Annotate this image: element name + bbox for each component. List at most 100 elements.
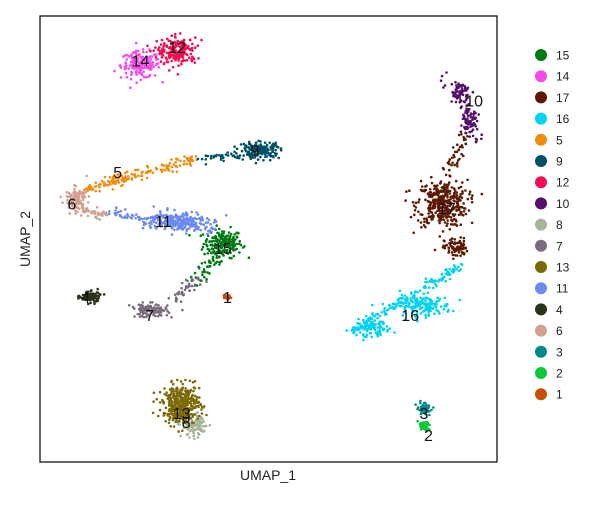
point-cluster-15 [221, 243, 225, 247]
cluster-label-6: 6 [68, 196, 77, 213]
point-cluster-17 [419, 213, 423, 216]
point-cluster-11 [123, 208, 127, 211]
point-cluster-13 [172, 414, 176, 418]
point-cluster-6 [90, 210, 94, 213]
point-cluster-16 [406, 299, 409, 303]
point-cluster-13 [174, 403, 178, 406]
point-cluster-12 [155, 39, 158, 43]
point-cluster-17 [447, 251, 450, 254]
point-cluster-16 [432, 286, 435, 290]
point-cluster-15 [201, 245, 205, 249]
point-cluster-15 [229, 240, 232, 244]
point-cluster-11 [204, 226, 207, 229]
point-cluster-13 [184, 396, 187, 399]
point-cluster-13 [179, 380, 183, 383]
point-cluster-5 [108, 176, 112, 179]
point-cluster-5 [170, 158, 173, 161]
point-cluster-11 [114, 209, 117, 212]
point-cluster-15 [202, 242, 205, 246]
point-cluster-4 [87, 297, 90, 300]
point-cluster-14 [151, 60, 155, 64]
point-cluster-12 [192, 56, 195, 60]
point-cluster-2 [420, 421, 423, 425]
point-cluster-11 [124, 215, 127, 218]
point-cluster-17 [446, 205, 449, 208]
point-cluster-4 [92, 295, 96, 299]
point-cluster-17 [444, 173, 448, 177]
point-cluster-7 [166, 304, 169, 307]
point-cluster-6 [85, 174, 88, 178]
x-axis-label: UMAP_1 [240, 467, 296, 483]
point-cluster-14 [134, 62, 137, 66]
point-cluster-7 [173, 293, 177, 297]
point-cluster-13 [181, 382, 184, 386]
point-cluster-9 [257, 139, 260, 143]
point-cluster-6 [84, 190, 88, 194]
point-cluster-16 [421, 306, 424, 309]
point-cluster-16 [424, 313, 427, 317]
point-cluster-17 [437, 206, 440, 210]
point-cluster-11 [200, 215, 204, 219]
point-cluster-14 [153, 74, 157, 77]
point-cluster-12 [165, 44, 169, 47]
point-cluster-13 [192, 386, 196, 389]
point-cluster-7 [157, 304, 160, 307]
point-cluster-10 [465, 104, 468, 107]
legend-label-3: 3 [556, 345, 563, 359]
point-cluster-8 [192, 434, 195, 438]
point-cluster-16 [389, 306, 393, 310]
point-cluster-15 [237, 242, 241, 246]
point-cluster-17 [466, 178, 469, 182]
point-cluster-8 [196, 436, 200, 439]
point-cluster-16 [458, 298, 462, 302]
point-cluster-6 [72, 191, 75, 195]
point-cluster-17 [438, 210, 442, 213]
point-cluster-11 [169, 218, 172, 222]
point-cluster-15 [231, 244, 235, 248]
point-cluster-16 [436, 296, 439, 300]
point-cluster-15 [215, 244, 219, 248]
point-cluster-13 [171, 395, 175, 399]
point-cluster-9 [251, 156, 255, 159]
point-cluster-5 [98, 189, 101, 193]
point-cluster-15 [211, 236, 215, 239]
point-cluster-5 [183, 155, 186, 158]
legend-label-12: 12 [556, 176, 570, 190]
point-cluster-6 [70, 204, 74, 208]
point-cluster-16 [403, 294, 407, 298]
point-cluster-16 [364, 321, 367, 324]
point-cluster-13 [182, 411, 186, 415]
point-cluster-11 [134, 217, 137, 220]
cluster-label-14: 14 [132, 54, 150, 71]
point-cluster-16 [410, 311, 414, 315]
point-cluster-9 [204, 158, 208, 161]
point-cluster-3 [427, 404, 431, 407]
point-cluster-12 [170, 34, 174, 37]
point-cluster-16 [396, 298, 400, 302]
point-cluster-14 [129, 53, 133, 57]
point-cluster-17 [456, 165, 459, 168]
point-cluster-7 [160, 314, 163, 317]
point-cluster-14 [141, 48, 145, 51]
point-cluster-17 [464, 212, 468, 216]
point-cluster-10 [450, 100, 453, 103]
point-cluster-15 [203, 261, 207, 264]
point-cluster-17 [453, 189, 457, 192]
point-cluster-17 [446, 199, 449, 202]
point-cluster-12 [174, 57, 177, 60]
point-cluster-6 [94, 215, 97, 219]
point-cluster-15 [197, 265, 200, 269]
point-cluster-11 [204, 221, 208, 224]
point-cluster-13 [165, 391, 168, 394]
point-cluster-16 [363, 335, 367, 339]
point-cluster-9 [269, 155, 273, 158]
point-cluster-5 [146, 165, 150, 169]
point-cluster-17 [467, 209, 471, 212]
point-cluster-11 [129, 216, 132, 219]
point-cluster-17 [420, 226, 423, 229]
point-cluster-13 [182, 401, 185, 405]
point-cluster-9 [271, 150, 275, 153]
point-cluster-17 [442, 239, 446, 242]
point-cluster-12 [165, 51, 169, 55]
point-cluster-14 [139, 66, 143, 70]
